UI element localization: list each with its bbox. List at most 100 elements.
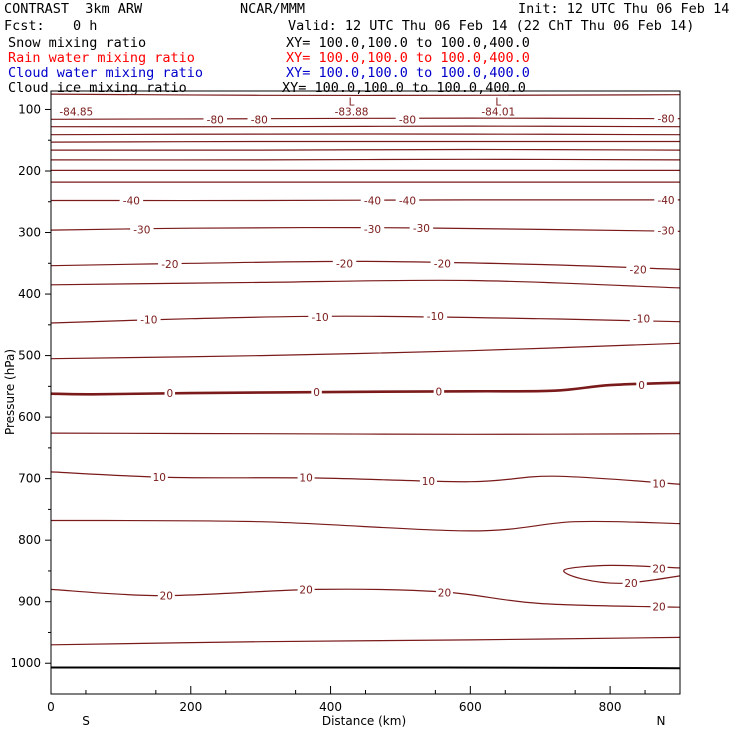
contour-label-0: -80 [207, 114, 224, 126]
contour-label-3: -80 [657, 114, 674, 126]
extremum-annotation-0: L [349, 96, 355, 108]
x-tick-label-2: 400 [319, 700, 342, 714]
contour-label-bg-24 [150, 470, 168, 483]
contour-label-bg-7 [654, 193, 678, 206]
contour-label-16: -10 [140, 314, 157, 326]
init-time: Init: 12 UTC Thu 06 Feb 14 [518, 1, 730, 17]
direction-south: S [82, 714, 90, 728]
y-axis-label: Pressure (hPa) [3, 349, 17, 435]
contour-label-23: 0 [638, 380, 645, 392]
contour-label-bg-9 [360, 222, 385, 235]
extremum-annotation-2: L [495, 96, 501, 108]
contour-label-28: 20 [160, 591, 173, 603]
contour-label-bg-18 [423, 310, 448, 323]
organization: NCAR/MMM [240, 1, 306, 17]
contour-label-1: -80 [251, 114, 268, 126]
y-tick-label-4: 500 [18, 349, 41, 363]
direction-north: N [657, 714, 666, 728]
contour-label-11: -30 [657, 226, 674, 238]
contour-label-bg-32 [650, 562, 668, 575]
contour-label-8: -30 [133, 224, 150, 236]
contour-label-27: 10 [652, 479, 665, 491]
contour-label-bg-27 [650, 477, 668, 490]
contour-labels: -80 -80 -80 -80 -40 -40 -40 -40 -30 -30 -30 -30 -20 -… [59, 96, 678, 614]
x-axis-label: Distance (km) [322, 714, 406, 728]
surface-line [51, 666, 681, 670]
extremum-annotation-4: -84.85 [59, 106, 93, 118]
contour-label-7: -40 [657, 195, 674, 207]
contour-label-12: -20 [161, 259, 178, 271]
contour-label-13: -20 [336, 258, 353, 270]
contour-label-5: -40 [364, 196, 381, 208]
contour-line-16 [50, 432, 681, 435]
contour-label-bg-8 [130, 223, 154, 236]
forecast-label: Fcst: [4, 18, 45, 34]
contour-label-bg-33 [650, 600, 668, 613]
y-tick-label-7: 800 [18, 533, 41, 547]
x-tick-label-4: 800 [599, 700, 622, 714]
contour-line-4 [50, 140, 680, 143]
contour-label-bg-26 [419, 475, 437, 488]
contour-label-bg-2 [395, 113, 420, 126]
contour-line-18 [50, 519, 681, 532]
contour-label-bg-21 [311, 385, 322, 398]
contour-label-bg-17 [308, 310, 332, 323]
contour-label-bg-22 [433, 385, 445, 398]
axes: 0 200 400 600 800100200300400500600700800900… [10, 102, 646, 714]
contour-line-6 [50, 158, 681, 161]
legend-xy-rain: XY= 100.0,100.0 to 100.0,400.0 [286, 50, 530, 66]
contour-label-32: 20 [652, 563, 665, 575]
contour-line-11 [50, 260, 681, 270]
contour-label-bg-3 [654, 112, 678, 125]
contour-line-14 [50, 342, 681, 360]
contour-label-14: -20 [434, 258, 451, 270]
extremum-annotation-3: -84.01 [481, 106, 515, 118]
y-tick-label-2: 300 [18, 226, 41, 240]
y-tick-label-6: 700 [18, 472, 41, 486]
contour-label-bg-15 [626, 263, 650, 276]
contour-line-15 [50, 381, 681, 396]
x-tick-label-3: 600 [459, 700, 482, 714]
contour-label-9: -30 [364, 224, 381, 236]
contour-label-bg-11 [654, 224, 678, 237]
contour-label-30: 20 [438, 587, 451, 599]
contour-label-10: -30 [413, 223, 430, 235]
contour-label-6: -40 [399, 196, 416, 208]
forecast-hour: 0 h [73, 18, 98, 34]
contour-label-bg-4 [119, 194, 144, 207]
y-tick-label-8: 900 [18, 595, 41, 609]
contour-label-22: 0 [436, 386, 443, 398]
contour-label-bg-31 [622, 577, 640, 590]
contour-line-19 [50, 588, 681, 608]
legend-name-snow: Snow mixing ratio [8, 35, 147, 51]
contour-label-bg-5 [360, 194, 385, 207]
contour-label-29: 20 [299, 584, 312, 596]
contour-line-5 [50, 148, 681, 151]
legend-xy-snow: XY= 100.0,100.0 to 100.0,400.0 [286, 35, 530, 51]
extremum-annotation-1: -83.88 [335, 106, 369, 118]
contour-line-17 [50, 471, 681, 485]
contour-line-21 [50, 636, 681, 646]
contour-label-24: 10 [153, 472, 166, 484]
x-tick-label-1: 200 [179, 700, 202, 714]
contour-line-3 [50, 133, 681, 136]
contour-lines [50, 93, 681, 670]
legend-name-rain: Rain water mixing ratio [8, 50, 195, 66]
contour-label-bg-16 [137, 313, 161, 326]
valid-time: Valid: 12 UTC Thu 06 Feb 14 (22 ChT Thu … [288, 18, 695, 34]
contour-label-31: 20 [624, 578, 637, 590]
contour-label-33: 20 [652, 602, 665, 614]
contour-label-bg-23 [636, 379, 647, 392]
contour-label-18: -10 [427, 311, 444, 323]
y-tick-label-9: 1000 [10, 656, 41, 670]
contour-label-bg-14 [430, 257, 455, 270]
contour-label-25: 10 [299, 472, 312, 484]
contour-label-19: -10 [633, 314, 650, 326]
contour-label-2: -80 [399, 114, 416, 126]
y-tick-label-5: 600 [18, 410, 41, 424]
contour-label-bg-19 [629, 312, 654, 325]
contour-label-21: 0 [313, 387, 320, 399]
contour-label-20: 0 [166, 388, 173, 400]
contour-label-bg-0 [203, 113, 227, 126]
